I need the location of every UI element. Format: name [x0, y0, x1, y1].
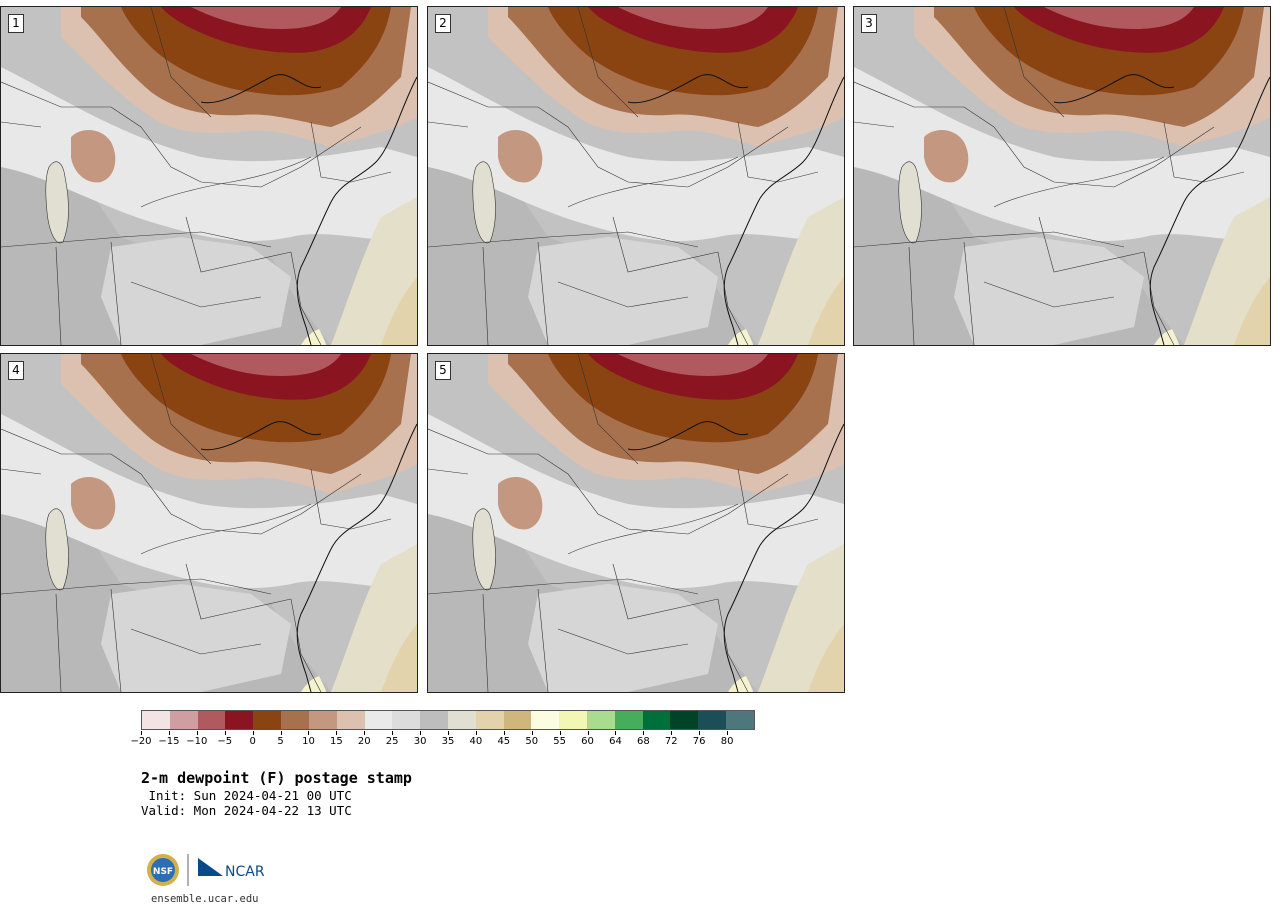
- colorbar-tick: [503, 731, 505, 735]
- panel-label: 5: [435, 361, 451, 380]
- init-time: Init: Sun 2024-04-21 00 UTC: [141, 788, 352, 803]
- colorbar-swatch: [614, 711, 643, 729]
- colorbar-tick: [587, 731, 589, 735]
- colorbar-swatch: [420, 711, 448, 729]
- map-panel-1: 1: [0, 6, 418, 346]
- colorbar-tick-label: 80: [720, 736, 734, 747]
- panel-label: 3: [861, 14, 877, 33]
- colorbar-tick: [224, 731, 226, 735]
- panel-label: 2: [435, 14, 451, 33]
- colorbar-swatch: [364, 711, 393, 729]
- colorbar-tick-label: 35: [441, 736, 455, 747]
- colorbar-tick-label: 72: [664, 736, 678, 747]
- colorbar-tick: [643, 731, 645, 735]
- map-panel-5: 5: [427, 353, 845, 693]
- colorbar-tick: [615, 731, 617, 735]
- colorbar-tick-label: −5: [217, 736, 233, 747]
- colorbar-tick: [168, 731, 170, 735]
- colorbar-tick-label: −20: [130, 736, 152, 747]
- colorbar-swatch: [698, 711, 727, 729]
- panel-label: 4: [8, 361, 24, 380]
- colorbar-tick: [280, 731, 282, 735]
- dewpoint-map-2: [428, 7, 844, 345]
- logos: NSF NCAR: [145, 850, 285, 892]
- colorbar-tick-label: 10: [302, 736, 315, 747]
- map-panel-2: 2: [427, 6, 845, 346]
- colorbar-swatch: [281, 711, 309, 729]
- colorbar-swatch: [587, 711, 615, 729]
- site-url: ensemble.ucar.edu: [151, 893, 259, 905]
- colorbar-swatch: [726, 711, 754, 729]
- colorbar: [141, 710, 755, 730]
- colorbar-tick: [531, 731, 533, 735]
- colorbar-tick-label: 30: [413, 736, 427, 747]
- colorbar-tick-label: 15: [329, 736, 343, 747]
- colorbar-tick: [559, 731, 561, 735]
- colorbar-swatch: [225, 711, 254, 729]
- colorbar-swatch: [197, 711, 226, 729]
- colorbar-tick-label: 76: [692, 736, 706, 747]
- colorbar-tick-label: 20: [357, 736, 371, 747]
- colorbar-tick-label: 68: [636, 736, 650, 747]
- nsf-logo-icon: NSF: [147, 854, 179, 886]
- colorbar-tick: [727, 731, 729, 735]
- colorbar-swatch: [253, 711, 282, 729]
- colorbar-tick: [699, 731, 701, 735]
- ncar-logo-text: NCAR: [225, 864, 265, 880]
- colorbar-tick: [141, 731, 142, 735]
- colorbar-swatch: [142, 711, 170, 729]
- colorbar-swatch: [559, 711, 587, 729]
- dewpoint-map-5: [428, 354, 844, 692]
- map-panel-3: 3: [853, 6, 1271, 346]
- colorbar-tick: [336, 731, 338, 735]
- colorbar-tick: [308, 731, 310, 735]
- dewpoint-map-1: [1, 7, 417, 345]
- colorbar-tick: [671, 731, 673, 735]
- colorbar-swatch: [336, 711, 365, 729]
- map-panel-4: 4: [0, 353, 418, 693]
- colorbar-tick-label: −15: [158, 736, 180, 747]
- colorbar-tick-label: 64: [609, 736, 622, 747]
- ncar-logo-icon: NCAR: [198, 858, 265, 880]
- colorbar-tick: [448, 731, 449, 735]
- colorbar-tick-label: 60: [581, 736, 594, 747]
- colorbar-swatch: [392, 711, 421, 729]
- colorbar-tick: [252, 731, 254, 735]
- colorbar-tick: [392, 731, 394, 735]
- colorbar-tick-label: 55: [553, 736, 566, 747]
- colorbar-swatch: [447, 711, 476, 729]
- plot-title: 2-m dewpoint (F) postage stamp: [141, 769, 412, 787]
- colorbar-tick-label: 0: [249, 736, 256, 747]
- dewpoint-map-4: [1, 354, 417, 692]
- colorbar-tick-label: 5: [277, 736, 284, 747]
- colorbar-tick: [364, 731, 366, 735]
- colorbar-tick-label: −10: [186, 736, 208, 747]
- colorbar-swatch: [642, 711, 671, 729]
- colorbar-tick-label: 45: [497, 736, 511, 747]
- colorbar-swatch: [670, 711, 699, 729]
- colorbar-tick: [196, 731, 198, 735]
- panel-label: 1: [8, 14, 24, 33]
- colorbar-tick-label: 40: [469, 736, 483, 747]
- colorbar-ticks: −20 −15 −10 −5 0 5 10 15 20 25 30 35 40 45 50 55 60 64 68 7…: [130, 731, 755, 753]
- valid-time: Valid: Mon 2024-04-22 13 UTC: [141, 803, 352, 818]
- colorbar-swatch: [531, 711, 560, 729]
- nsf-logo-text: NSF: [153, 867, 173, 877]
- colorbar-swatch: [308, 711, 337, 729]
- colorbar-tick: [420, 731, 422, 735]
- colorbar-swatch: [169, 711, 198, 729]
- colorbar-swatch: [503, 711, 532, 729]
- colorbar-tick: [475, 731, 477, 735]
- colorbar-tick-label: 50: [525, 736, 539, 747]
- colorbar-swatch: [475, 711, 504, 729]
- colorbar-tick-label: 25: [385, 736, 399, 747]
- dewpoint-map-3: [854, 7, 1270, 345]
